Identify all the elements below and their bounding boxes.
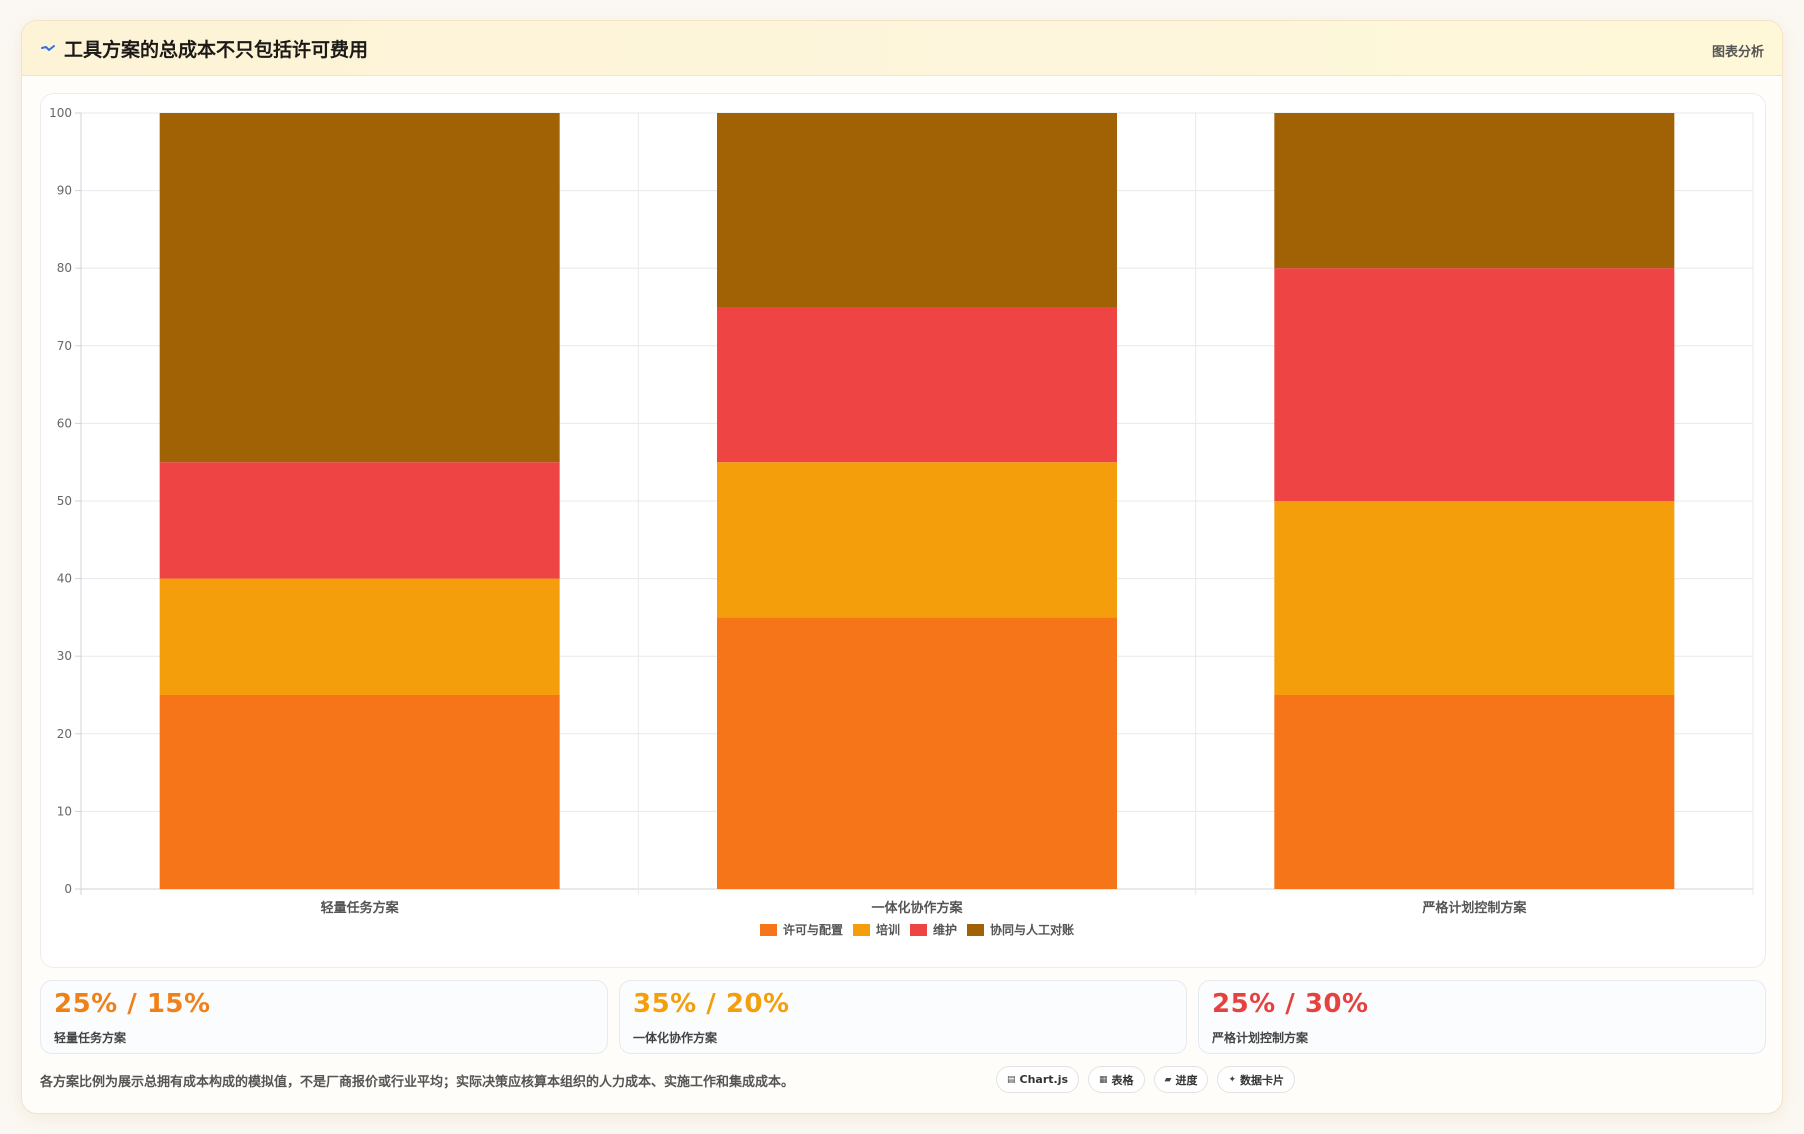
chip-progress[interactable]: ▰ 进度 bbox=[1153, 1066, 1209, 1093]
y-tick-label: 0 bbox=[64, 882, 72, 896]
y-tick-label: 80 bbox=[57, 261, 72, 275]
bar-segment bbox=[159, 113, 560, 463]
chip-label: Chart.js bbox=[1019, 1073, 1069, 1086]
bar-segment bbox=[1274, 695, 1675, 889]
stat-card-strict-plan: 25% / 30% 严格计划控制方案 bbox=[1198, 980, 1766, 1054]
chip-data-card[interactable]: ✦ 数据卡片 bbox=[1217, 1066, 1296, 1093]
progress-icon: ▰ bbox=[1164, 1074, 1172, 1085]
y-tick-label: 30 bbox=[57, 649, 72, 663]
card-header: 工具方案的总成本不只包括许可费用 图表分析 bbox=[22, 21, 1782, 76]
stat-value: 25% / 30% bbox=[1212, 989, 1369, 1019]
legend-swatch bbox=[910, 924, 927, 936]
chart-panel: 0 10 20 30 40 50 60 70 80 90 100 轻量任务方案 一体化协作方案 严格计划控… bbox=[40, 93, 1766, 968]
feature-chips: ▤ Chart.js ▦ 表格 ▰ 进度 ✦ 数据卡片 bbox=[996, 1066, 1296, 1093]
bar-segment bbox=[1274, 113, 1675, 269]
stat-label: 严格计划控制方案 bbox=[1212, 1031, 1309, 1045]
legend-label: 许可与配置 bbox=[783, 922, 843, 937]
bar-segment bbox=[717, 462, 1117, 618]
bar-segment bbox=[717, 307, 1117, 463]
stat-label: 一体化协作方案 bbox=[633, 1031, 718, 1045]
trend-line-icon bbox=[41, 45, 55, 51]
legend-swatch bbox=[760, 924, 777, 936]
chart-card: 工具方案的总成本不只包括许可费用 图表分析 0 10 20 30 40 50 60 70 80 9… bbox=[21, 20, 1783, 1114]
stat-value: 25% / 15% bbox=[54, 989, 211, 1019]
legend-label: 协同与人工对账 bbox=[990, 922, 1074, 937]
bar-segment bbox=[1274, 501, 1675, 695]
footnote: 各方案比例为展示总拥有成本构成的模拟值，不是厂商报价或行业平均；实际决策应核算本… bbox=[40, 1075, 795, 1090]
bar-segment bbox=[159, 462, 560, 579]
y-tick-label: 90 bbox=[57, 184, 72, 198]
y-tick-label: 40 bbox=[57, 572, 72, 586]
stacked-bar-chart: 0 10 20 30 40 50 60 70 80 90 100 轻量任务方案 一体化协作方案 严格计划控… bbox=[49, 106, 1754, 937]
legend-label: 维护 bbox=[933, 922, 957, 937]
x-tick-label: 严格计划控制方案 bbox=[1421, 900, 1527, 916]
bar-segment bbox=[717, 617, 1117, 889]
bar-segment bbox=[159, 578, 560, 695]
stat-card-integrated: 35% / 20% 一体化协作方案 bbox=[619, 980, 1187, 1054]
x-tick-label: 一体化协作方案 bbox=[871, 900, 963, 916]
stat-card-lightweight: 25% / 15% 轻量任务方案 bbox=[40, 980, 608, 1054]
table-icon: ▦ bbox=[1099, 1074, 1108, 1085]
chart-analysis-tag: 图表分析 bbox=[1711, 45, 1764, 60]
sparkle-icon: ✦ bbox=[1228, 1074, 1237, 1085]
chip-table[interactable]: ▦ 表格 bbox=[1088, 1066, 1145, 1093]
chart-icon: ▤ bbox=[1007, 1074, 1016, 1085]
y-tick-label: 60 bbox=[57, 416, 72, 430]
legend-label: 培训 bbox=[876, 922, 900, 937]
y-tick-label: 50 bbox=[57, 494, 72, 508]
legend-swatch bbox=[967, 924, 984, 936]
chip-chartjs[interactable]: ▤ Chart.js bbox=[996, 1066, 1080, 1093]
y-tick-label: 70 bbox=[57, 339, 72, 353]
chart-title: 工具方案的总成本不只包括许可费用 bbox=[64, 39, 369, 61]
bar-segment bbox=[1274, 268, 1675, 501]
bar-segment bbox=[717, 113, 1117, 307]
stat-label: 轻量任务方案 bbox=[54, 1031, 127, 1045]
y-tick-label: 20 bbox=[57, 727, 72, 741]
stat-value: 35% / 20% bbox=[633, 989, 790, 1019]
y-tick-label: 10 bbox=[57, 804, 72, 818]
legend-swatch bbox=[853, 924, 870, 936]
chip-label: 数据卡片 bbox=[1240, 1073, 1285, 1087]
chip-label: 进度 bbox=[1175, 1073, 1198, 1087]
x-tick-label: 轻量任务方案 bbox=[321, 900, 400, 916]
y-tick-label: 100 bbox=[49, 106, 72, 120]
bar-segment bbox=[159, 695, 560, 889]
chip-label: 表格 bbox=[1111, 1073, 1134, 1087]
